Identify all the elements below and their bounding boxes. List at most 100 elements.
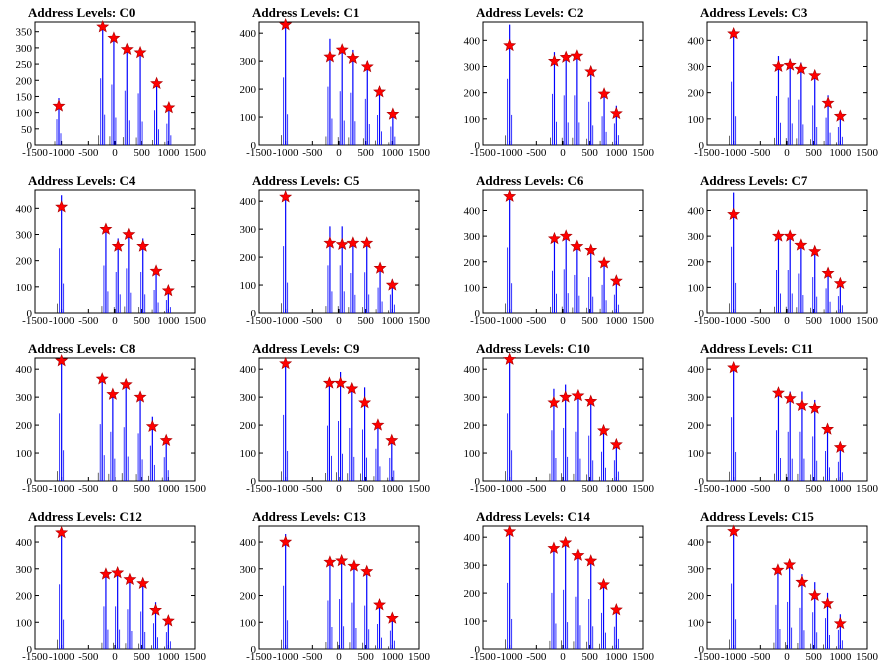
y-tick-label: 200 [464,88,481,100]
peak-star-marker [96,20,110,33]
chart-svg: 0 100 200 300 400 -1500 -1000 -500 0 500 1000 1500 [464,21,655,159]
y-tick-label: 0 [27,644,33,656]
peak-star-marker [559,229,573,242]
x-tick-label: 0 [112,147,118,159]
plot-frame [482,357,644,482]
y-tick-label: 200 [240,252,257,264]
x-tick-label: -500 [750,483,771,495]
y-tick-label: 200 [16,256,33,268]
peak-star-marker [821,596,835,610]
y-tick-label: 400 [16,364,33,376]
x-tick-label: 500 [581,315,598,327]
chart-title: Address Levels: C1 [252,5,360,20]
x-tick-label: 500 [357,651,374,663]
x-tick-label: -1000 [721,147,747,159]
chart-panel: Address Levels: C14 0 100 200 300 400 -1500 -10… [448,504,672,672]
peak-star-marker [808,401,822,414]
x-tick-label: 1500 [856,147,879,159]
peak-star-marker [783,58,797,71]
y-tick-label: 200 [16,75,33,87]
peak-star-marker [99,222,113,235]
chart-title: Address Levels: C4 [28,173,136,188]
y-tick-label: 300 [464,560,481,572]
x-tick-label: -500 [302,315,323,327]
peak-star-marker [347,559,361,572]
peak-star-marker [597,423,611,437]
x-tick-label: 1000 [157,483,180,495]
x-tick-label: 1000 [157,147,180,159]
x-tick-label: 500 [805,315,822,327]
chart-panel: Address Levels: C8 0 100 200 300 400 -1500 -100… [0,336,224,504]
peak-star-marker [503,352,517,365]
x-tick-label: -500 [750,315,771,327]
x-tick-label: -1000 [273,651,299,663]
x-tick-label: -1500 [22,147,48,159]
x-tick-label: 500 [133,651,150,663]
y-tick-label: 300 [240,392,257,404]
peak-star-marker [503,38,517,52]
y-tick-label: 0 [251,476,257,488]
peak-star-marker [794,62,808,75]
peak-star-marker [609,437,623,451]
peak-star-marker [334,376,348,389]
peak-star-marker [136,576,150,590]
peak-star-marker [559,390,573,403]
peak-star-marker [119,377,133,391]
peak-star-marker [373,598,387,611]
y-tick-label: 100 [688,114,705,126]
peak-star-marker [123,572,137,585]
x-tick-label: -500 [750,147,771,159]
peak-star-marker [149,264,163,277]
peak-star-marker [385,611,399,624]
peak-star-marker [727,524,741,537]
x-tick-label: 1000 [381,483,404,495]
y-tick-label: 0 [27,308,33,320]
peak-star-marker [55,525,69,539]
chart-svg: 0 100 200 300 400 -1500 -1000 -500 0 500 1000 1500 [240,189,431,327]
x-tick-label: 1500 [184,651,207,663]
peak-star-marker [571,548,585,561]
y-tick-label: 300 [464,231,481,243]
chart-svg: 0 100 200 300 400 -1500 -1000 -500 0 500 1000 1500 [16,189,207,327]
peak-star-marker [323,555,337,568]
plot-frame [258,21,420,146]
chart-title: Address Levels: C3 [700,5,808,20]
peak-star-marker [136,239,150,252]
peak-star-marker [95,372,109,385]
peak-star-marker [771,229,785,242]
x-tick-label: 0 [336,483,342,495]
peak-star-marker [385,433,399,446]
x-tick-label: -500 [78,651,99,663]
plot-frame [34,525,196,650]
x-tick-label: 0 [112,651,118,663]
peak-star-marker [358,395,372,409]
peak-star-marker [145,419,159,433]
x-tick-label: -500 [302,147,323,159]
y-tick-label: 100 [688,282,705,294]
peak-star-marker [571,388,585,402]
chart-svg: 0 100 200 300 400 -1500 -1000 -500 0 500 1000 1500 [688,524,879,663]
peak-star-marker [279,190,293,203]
x-tick-label: 500 [357,315,374,327]
x-tick-label: -500 [78,483,99,495]
peak-star-marker [609,106,623,120]
peak-star-marker [794,238,808,251]
y-tick-label: 300 [16,229,33,241]
y-tick-label: 200 [240,84,257,96]
x-tick-label: -500 [78,315,99,327]
x-tick-label: -1000 [273,147,299,159]
y-tick-label: 100 [16,282,33,294]
peak-star-marker [335,553,349,567]
y-tick-label: 300 [688,231,705,243]
x-tick-label: -1500 [22,315,48,327]
peak-star-marker [833,440,847,453]
chart-title: Address Levels: C7 [700,173,808,188]
chart-panel: Address Levels: C9 0 100 200 300 400 -1500 -100… [224,336,448,504]
chart-svg: 0 100 200 300 400 -1500 -1000 -500 0 500 1000 1500 [688,357,879,495]
peak-star-marker [322,376,336,389]
peak-star-marker [795,398,809,412]
peak-star-marker [159,433,173,446]
peak-star-marker [609,603,623,616]
x-tick-label: 500 [581,651,598,663]
x-tick-label: 1000 [829,315,852,327]
